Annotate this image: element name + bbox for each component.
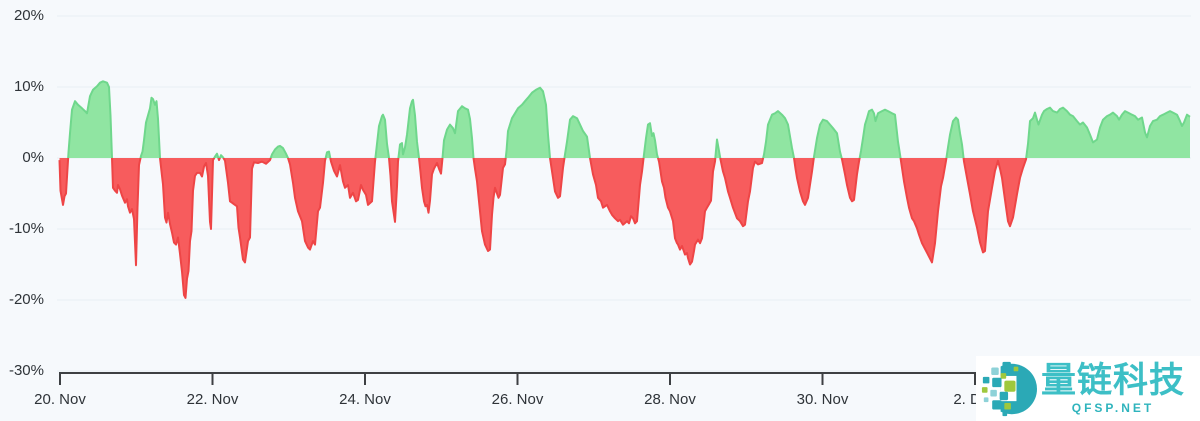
watermark-site-text: QFSP.NET <box>1071 401 1155 415</box>
watermark-brand-text: 量链科技 <box>1041 361 1186 400</box>
qfsp-logo-icon <box>981 360 1037 417</box>
y-tick-label: 0% <box>22 149 44 166</box>
y-axis-labels: 20% 10% 0% -10% -20% -30% <box>0 0 46 421</box>
watermark-logo: 量链科技 QFSP.NET <box>976 356 1200 421</box>
x-tick-label: 24. Nov <box>339 391 391 408</box>
x-tick-label: 26. Nov <box>491 391 544 408</box>
x-tick-label: 30. Nov <box>796 391 849 408</box>
x-tick-label: 28. Nov <box>644 391 696 408</box>
y-tick-label: -10% <box>8 220 44 237</box>
x-tick-label: 22. Nov <box>186 391 239 408</box>
y-tick-label: -20% <box>8 291 44 308</box>
y-tick-label: -30% <box>8 362 44 379</box>
x-axis-labels: 20. Nov 22. Nov 24. Nov 26. Nov 28. Nov 30. N… <box>0 390 1200 414</box>
y-tick-label: 20% <box>13 7 44 24</box>
x-tick-label: 20. Nov <box>34 391 86 408</box>
y-tick-label: 10% <box>13 78 44 95</box>
